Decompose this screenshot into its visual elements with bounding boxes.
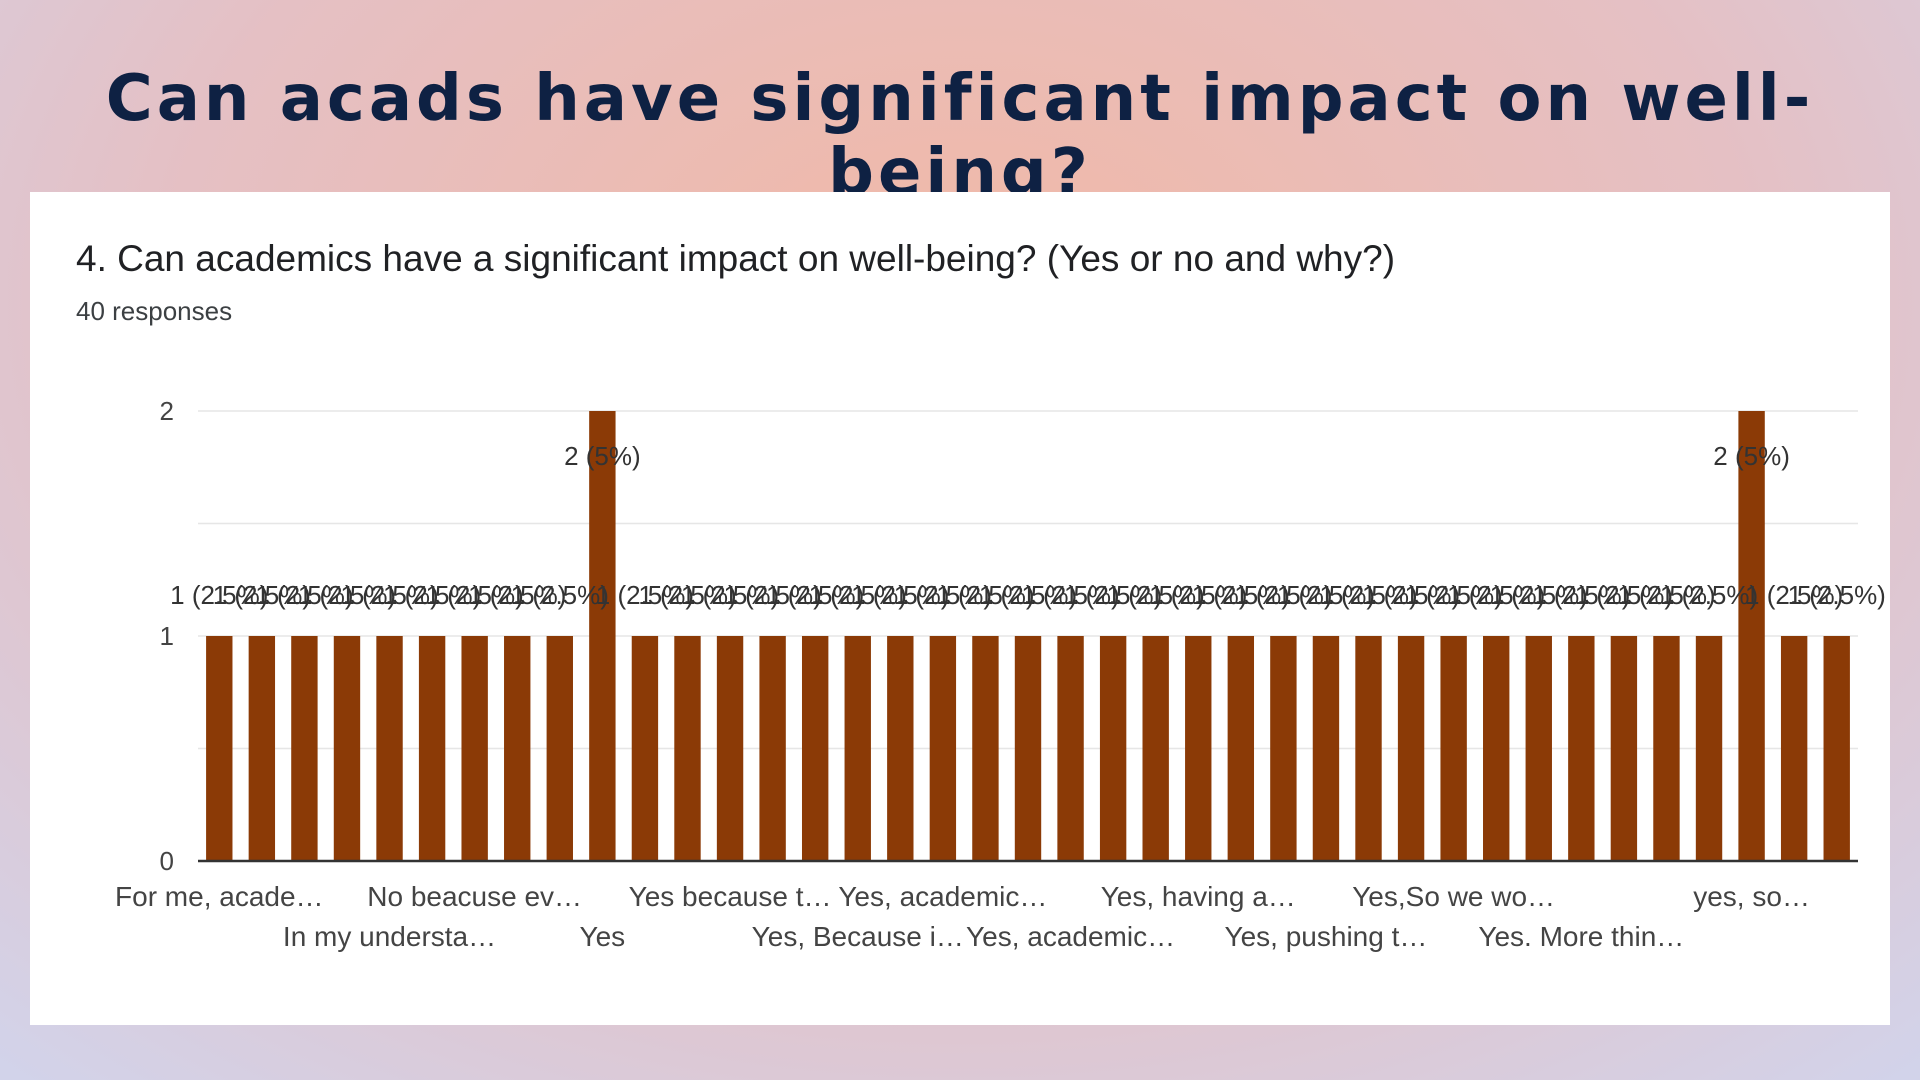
category-label: Yes, pushing t… bbox=[1225, 921, 1428, 952]
category-label: yes, so… bbox=[1693, 881, 1810, 912]
bar bbox=[1525, 636, 1552, 861]
data-label: 1 (2.5%) bbox=[1319, 580, 1417, 610]
bar bbox=[504, 636, 531, 861]
category-label: Yes, having a… bbox=[1101, 881, 1296, 912]
bar bbox=[1014, 636, 1042, 861]
bar bbox=[759, 636, 786, 861]
bar bbox=[674, 636, 701, 861]
data-label: 1 (2.5%) bbox=[383, 580, 481, 610]
data-label: 1 (2.5%) bbox=[298, 580, 396, 610]
bar bbox=[1057, 636, 1084, 861]
data-label: 2 (5%) bbox=[564, 441, 641, 471]
question-title: 4. Can academics have a significant impa… bbox=[76, 238, 1396, 279]
data-label: 2 (5%) bbox=[1713, 441, 1790, 471]
bar bbox=[1695, 636, 1723, 861]
data-label: 1 (2.5%) bbox=[638, 580, 736, 610]
data-label: 1 (2.5%) bbox=[1575, 580, 1673, 610]
category-label: Yes because t… bbox=[629, 881, 832, 912]
data-label: 1 (2.5%) bbox=[723, 580, 821, 610]
data-label: 1 (2.5%) bbox=[596, 580, 694, 610]
data-label: 1 (2.5%) bbox=[1362, 580, 1460, 610]
bar bbox=[1823, 636, 1850, 861]
y-tick-label: 1 bbox=[160, 621, 174, 651]
bar bbox=[1227, 636, 1255, 861]
data-label: 1 (2.5%) bbox=[340, 580, 438, 610]
response-count: 40 responses bbox=[76, 296, 233, 326]
bar bbox=[1355, 636, 1382, 861]
bar bbox=[418, 636, 446, 861]
category-label: Yes, academic… bbox=[966, 921, 1175, 952]
category-label: Yes, Because i… bbox=[752, 921, 964, 952]
slide-title: Can acads have significant impact on wel… bbox=[105, 62, 1815, 210]
bar bbox=[1483, 636, 1510, 861]
data-label: 1 (2.5%) bbox=[979, 580, 1077, 610]
data-label: 1 (2.5%) bbox=[170, 580, 268, 610]
bar bbox=[546, 636, 573, 861]
data-label: 1 (2.5%) bbox=[936, 580, 1034, 610]
bar bbox=[1185, 636, 1212, 861]
data-label: 1 (2.5%) bbox=[255, 580, 353, 610]
bar bbox=[1610, 636, 1638, 861]
data-label: 1 (2.5%) bbox=[1021, 580, 1119, 610]
data-label: 1 (2.5%) bbox=[1660, 580, 1758, 610]
data-label: 1 (2.5%) bbox=[1064, 580, 1162, 610]
bar bbox=[1738, 411, 1765, 861]
bar bbox=[1780, 636, 1808, 861]
bar bbox=[206, 636, 233, 861]
category-label: Yes. More thin… bbox=[1478, 921, 1684, 952]
bar bbox=[1397, 636, 1425, 861]
category-label: No beacuse ev… bbox=[367, 881, 582, 912]
bar bbox=[1270, 636, 1297, 861]
data-label: 1 (2.5%) bbox=[468, 580, 566, 610]
bar bbox=[1568, 636, 1595, 861]
category-label: Yes, academic… bbox=[838, 881, 1047, 912]
bar bbox=[929, 636, 957, 861]
data-label: 1 (2.5%) bbox=[1617, 580, 1715, 610]
bar bbox=[1142, 636, 1169, 861]
data-label: 1 (2.5%) bbox=[1788, 580, 1886, 610]
bar bbox=[461, 636, 488, 861]
data-label: 1 (2.5%) bbox=[1490, 580, 1588, 610]
data-label: 1 (2.5%) bbox=[1447, 580, 1545, 610]
bar bbox=[972, 636, 999, 861]
data-label: 1 (2.5%) bbox=[213, 580, 311, 610]
bar bbox=[844, 636, 871, 861]
category-label: Yes bbox=[580, 921, 626, 952]
category-label: For me, acade… bbox=[115, 881, 324, 912]
data-label: 1 (2.5%) bbox=[1277, 580, 1375, 610]
bar bbox=[1653, 636, 1680, 861]
y-tick-label: 2 bbox=[160, 396, 174, 426]
data-label: 1 (2.5%) bbox=[851, 580, 949, 610]
bar bbox=[333, 636, 361, 861]
data-label: 1 (2.5%) bbox=[1192, 580, 1290, 610]
y-tick-label: 0 bbox=[160, 846, 174, 876]
bar bbox=[887, 636, 914, 861]
data-label: 1 (2.5%) bbox=[1234, 580, 1332, 610]
bar bbox=[1312, 636, 1340, 861]
data-label: 1 (2.5%) bbox=[1745, 580, 1843, 610]
bar bbox=[248, 636, 276, 861]
data-label: 1 (2.5%) bbox=[1107, 580, 1205, 610]
data-label: 1 (2.5%) bbox=[1149, 580, 1247, 610]
bar bbox=[716, 636, 744, 861]
bar bbox=[1440, 636, 1467, 861]
data-label: 1 (2.5%) bbox=[426, 580, 524, 610]
bar bbox=[801, 636, 829, 861]
bar bbox=[631, 636, 659, 861]
data-label: 1 (2.5%) bbox=[809, 580, 907, 610]
category-label: Yes,So we wo… bbox=[1352, 881, 1555, 912]
data-label: 1 (2.5%) bbox=[681, 580, 779, 610]
bar bbox=[589, 411, 616, 861]
chart-card: 4. Can academics have a significant impa… bbox=[30, 192, 1890, 1025]
data-label: 1 (2.5%) bbox=[766, 580, 864, 610]
data-label: 1 (2.5%) bbox=[894, 580, 992, 610]
data-label: 1 (2.5%) bbox=[511, 580, 609, 610]
bar bbox=[376, 636, 403, 861]
bar bbox=[1099, 636, 1127, 861]
bar bbox=[291, 636, 318, 861]
category-label: In my understa… bbox=[283, 921, 496, 952]
data-label: 1 (2.5%) bbox=[1405, 580, 1503, 610]
data-label: 1 (2.5%) bbox=[1532, 580, 1630, 610]
